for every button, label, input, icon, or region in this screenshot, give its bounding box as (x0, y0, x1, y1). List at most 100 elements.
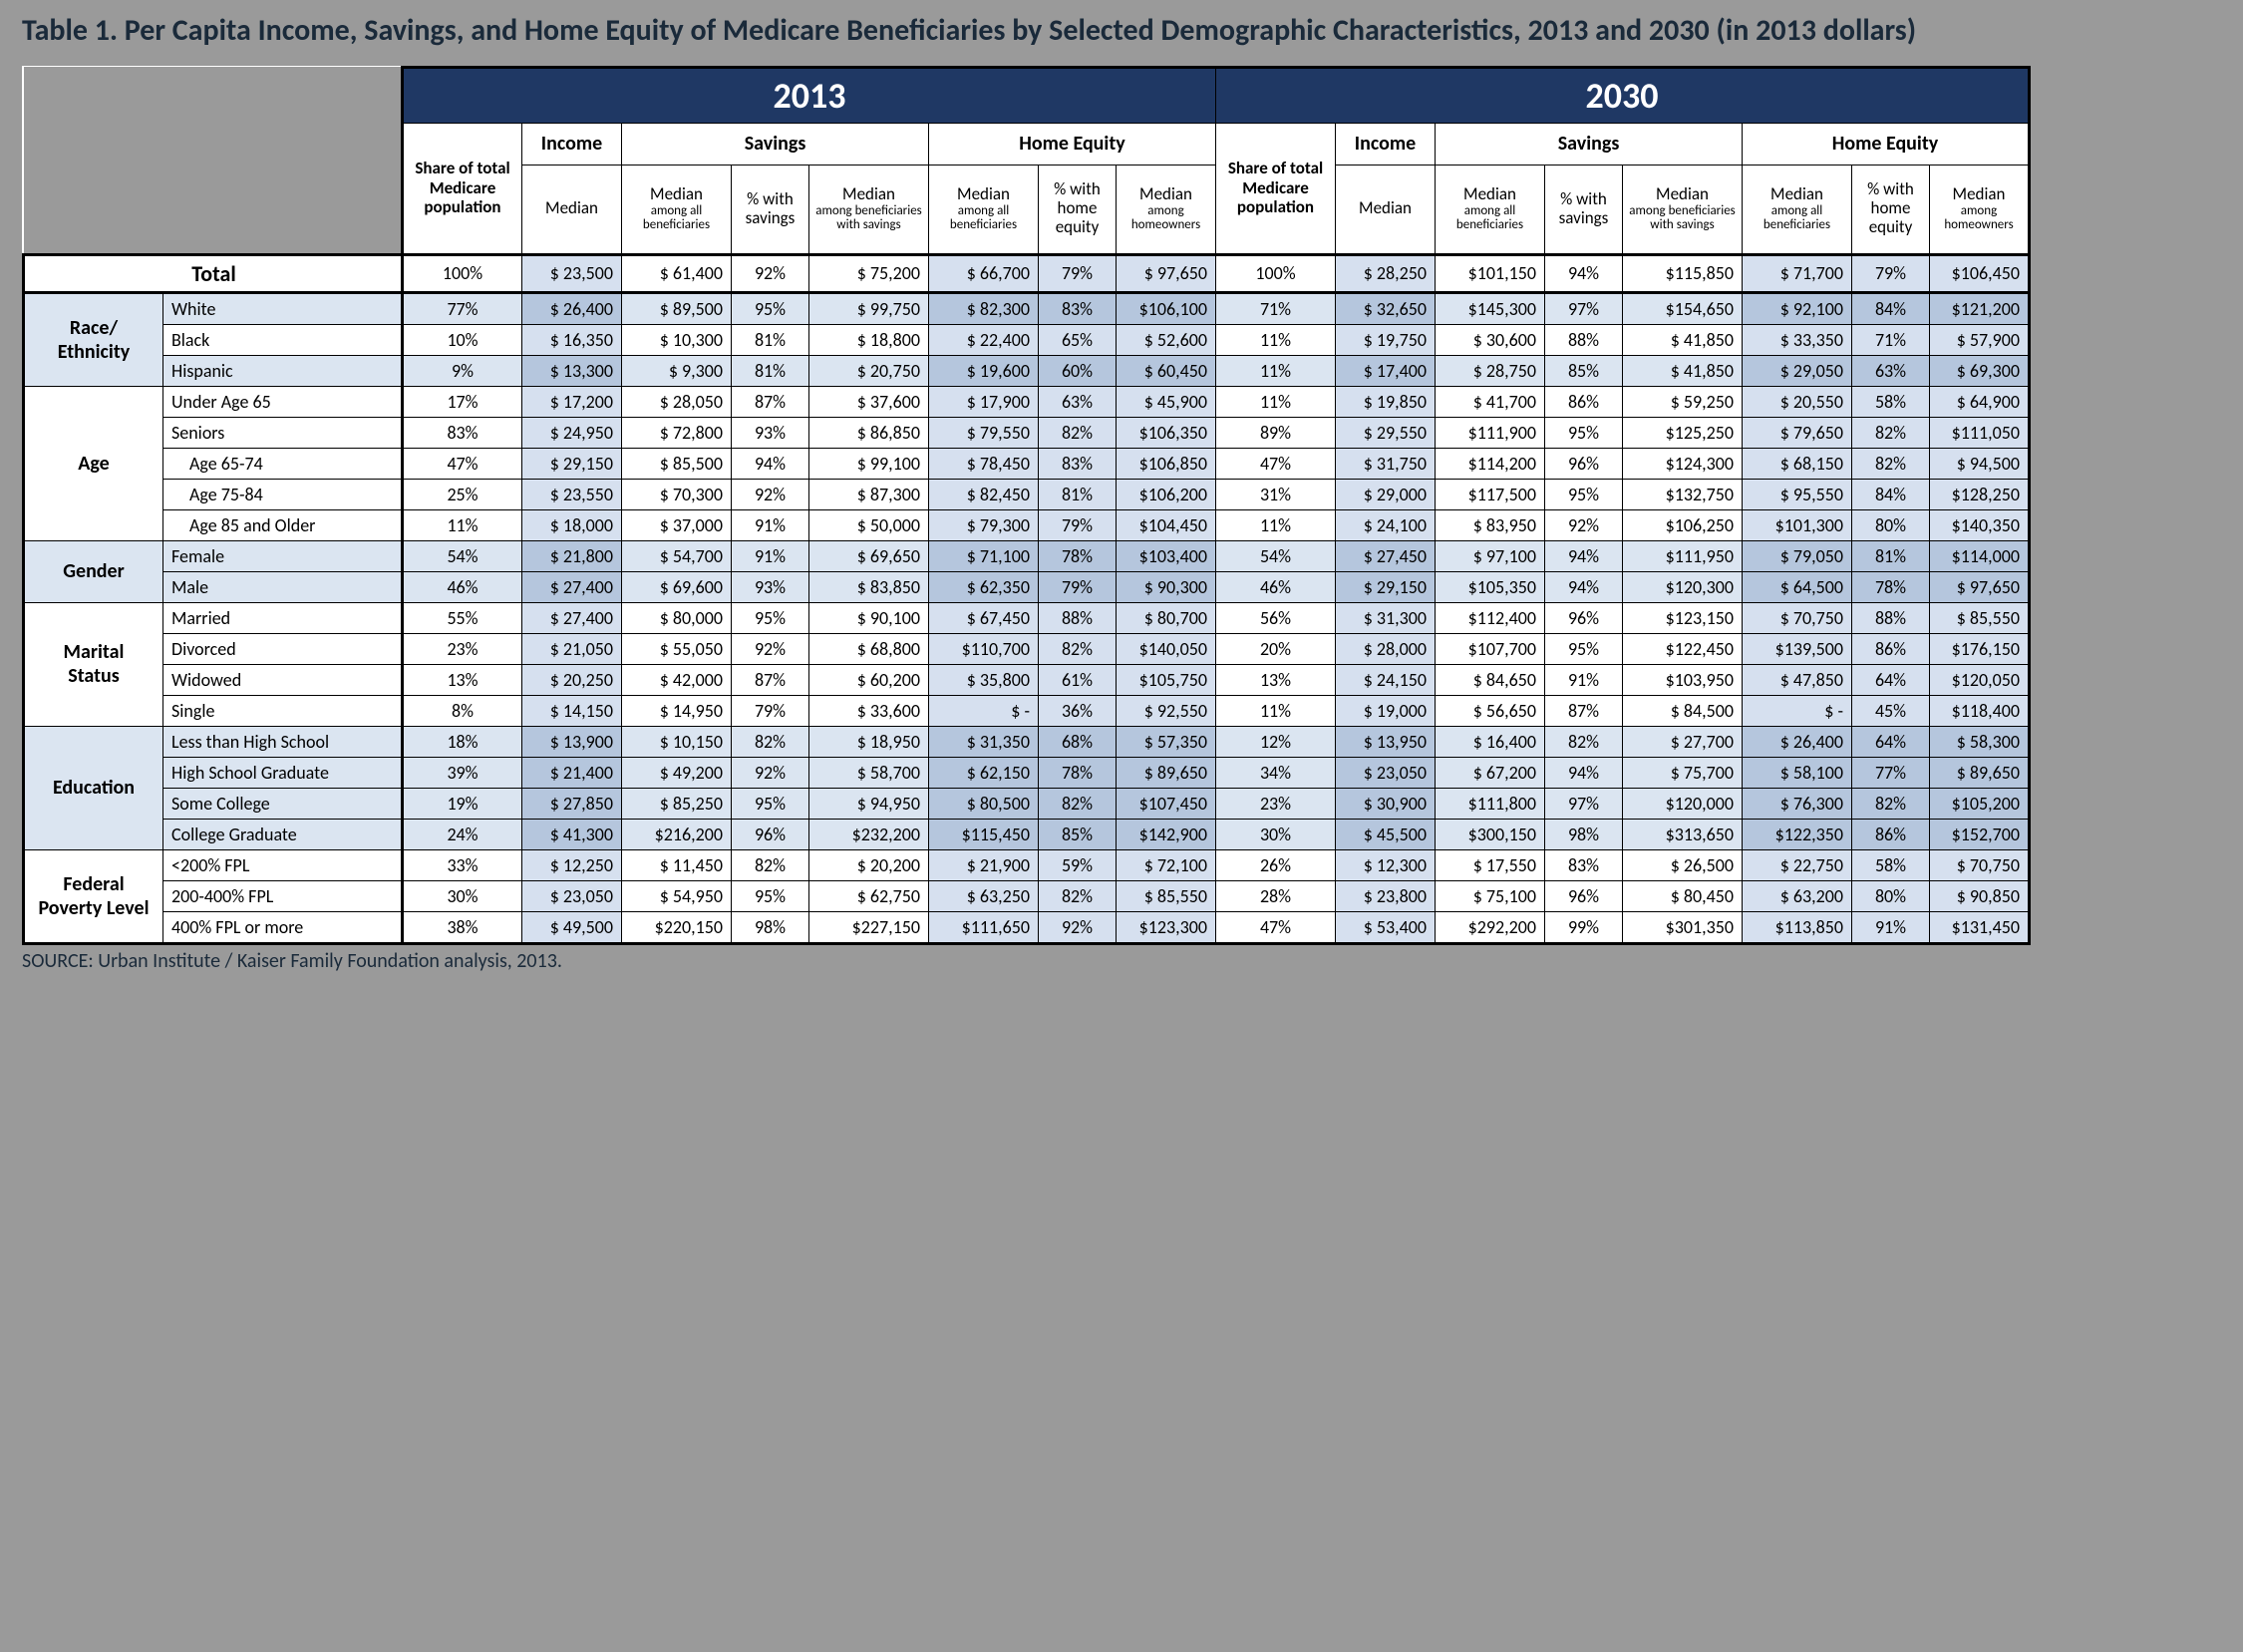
table-row: MaritalStatusMarried55%$ 27,400$ 80,0009… (24, 602, 2030, 633)
cell: $ 23,050 (522, 880, 622, 911)
data-table: 20132030Share of total Medicare populati… (22, 66, 2031, 945)
table-row: Widowed13%$ 20,250$ 42,00087%$ 60,200$ 3… (24, 664, 2030, 695)
cell: $ 62,350 (929, 571, 1039, 602)
row-group-total: Total (24, 254, 403, 292)
cell: 96% (1545, 880, 1623, 911)
table-row: Age 75-8425%$ 23,550$ 70,30092%$ 87,300$… (24, 479, 2030, 509)
cell: 79% (1039, 571, 1117, 602)
cell: 8% (403, 695, 522, 726)
cell: $ 54,700 (622, 540, 732, 571)
row-label: Black (163, 324, 403, 355)
cell: $106,850 (1117, 448, 1216, 479)
table-row: Male46%$ 27,400$ 69,60093%$ 83,850$ 62,3… (24, 571, 2030, 602)
cell: $ 11,450 (622, 849, 732, 880)
cell: $ 69,650 (809, 540, 929, 571)
cell: $123,300 (1117, 911, 1216, 943)
cell: 82% (1852, 417, 1930, 448)
cell: $ 76,300 (1743, 788, 1852, 819)
cell: $ 24,100 (1336, 509, 1436, 540)
cell: $ 75,100 (1436, 880, 1545, 911)
cell: $ 66,700 (929, 254, 1039, 292)
row-group-label: Race/Ethnicity (24, 292, 163, 386)
year-2030-header: 2030 (1216, 67, 2030, 123)
cell: $107,700 (1436, 633, 1545, 664)
cell: $ 82,300 (929, 292, 1039, 324)
cell: 11% (1216, 386, 1336, 417)
cell: $ 17,900 (929, 386, 1039, 417)
cell: 11% (1216, 324, 1336, 355)
cell: $ 20,750 (809, 355, 929, 386)
cell: 94% (732, 448, 809, 479)
row-label: Female (163, 540, 403, 571)
sub-he-median-own: Medianamong homeowners (1930, 165, 2030, 254)
sub-sav-median-with: Medianamong beneficiaries with savings (809, 165, 929, 254)
cell: $ 21,900 (929, 849, 1039, 880)
cell: 94% (1545, 540, 1623, 571)
cell: 23% (1216, 788, 1336, 819)
cell: $ 63,250 (929, 880, 1039, 911)
cell: $ 89,500 (622, 292, 732, 324)
row-label: Age 65-74 (163, 448, 403, 479)
cell: 65% (1039, 324, 1117, 355)
cell: 64% (1852, 726, 1930, 757)
cell: $111,050 (1930, 417, 2030, 448)
cell: 81% (732, 324, 809, 355)
cell: $123,150 (1623, 602, 1743, 633)
cell: $ 14,150 (522, 695, 622, 726)
data-table-container: 20132030Share of total Medicare populati… (22, 66, 2221, 945)
cell: $ 72,800 (622, 417, 732, 448)
cell: $ 31,750 (1336, 448, 1436, 479)
cell: $124,300 (1623, 448, 1743, 479)
cell: 84% (1852, 292, 1930, 324)
cell: 83% (1039, 448, 1117, 479)
cell: $ 99,100 (809, 448, 929, 479)
cell: $101,300 (1743, 509, 1852, 540)
cell: $111,650 (929, 911, 1039, 943)
cell: $106,450 (1930, 254, 2030, 292)
cell: $ 19,850 (1336, 386, 1436, 417)
col-home-equity: Home Equity (929, 123, 1216, 165)
cell: 56% (1216, 602, 1336, 633)
table-row: 200-400% FPL30%$ 23,050$ 54,95095%$ 62,7… (24, 880, 2030, 911)
cell: 82% (1545, 726, 1623, 757)
cell: 31% (1216, 479, 1336, 509)
cell: $ 24,950 (522, 417, 622, 448)
cell: 84% (1852, 479, 1930, 509)
cell: $ 29,550 (1336, 417, 1436, 448)
cell: $115,850 (1623, 254, 1743, 292)
cell: $220,150 (622, 911, 732, 943)
cell: $ 59,250 (1623, 386, 1743, 417)
cell: $120,300 (1623, 571, 1743, 602)
row-label: Widowed (163, 664, 403, 695)
cell: $ 29,150 (1336, 571, 1436, 602)
sub-sav-median-with: Medianamong beneficiaries with savings (1623, 165, 1743, 254)
cell: $ 80,000 (622, 602, 732, 633)
cell: $ 79,550 (929, 417, 1039, 448)
cell: $ 26,400 (1743, 726, 1852, 757)
cell: $ 99,750 (809, 292, 929, 324)
cell: $ 41,850 (1623, 355, 1743, 386)
cell: 93% (732, 417, 809, 448)
cell: $145,300 (1436, 292, 1545, 324)
cell: $ - (929, 695, 1039, 726)
cell: $105,200 (1930, 788, 2030, 819)
cell: $ 58,100 (1743, 757, 1852, 788)
row-group-label: Gender (24, 540, 163, 602)
cell: $ 84,650 (1436, 664, 1545, 695)
cell: $ 70,750 (1930, 849, 2030, 880)
cell: 12% (1216, 726, 1336, 757)
cell: $ 23,050 (1336, 757, 1436, 788)
cell: 96% (732, 819, 809, 849)
cell: $ 83,950 (1436, 509, 1545, 540)
cell: 87% (732, 664, 809, 695)
cell: 60% (1039, 355, 1117, 386)
cell: 89% (1216, 417, 1336, 448)
cell: $ 27,700 (1623, 726, 1743, 757)
cell: 95% (732, 602, 809, 633)
cell: $ 63,200 (1743, 880, 1852, 911)
row-label: Divorced (163, 633, 403, 664)
cell: 95% (732, 880, 809, 911)
cell: 23% (403, 633, 522, 664)
cell: 92% (732, 479, 809, 509)
cell: 13% (403, 664, 522, 695)
